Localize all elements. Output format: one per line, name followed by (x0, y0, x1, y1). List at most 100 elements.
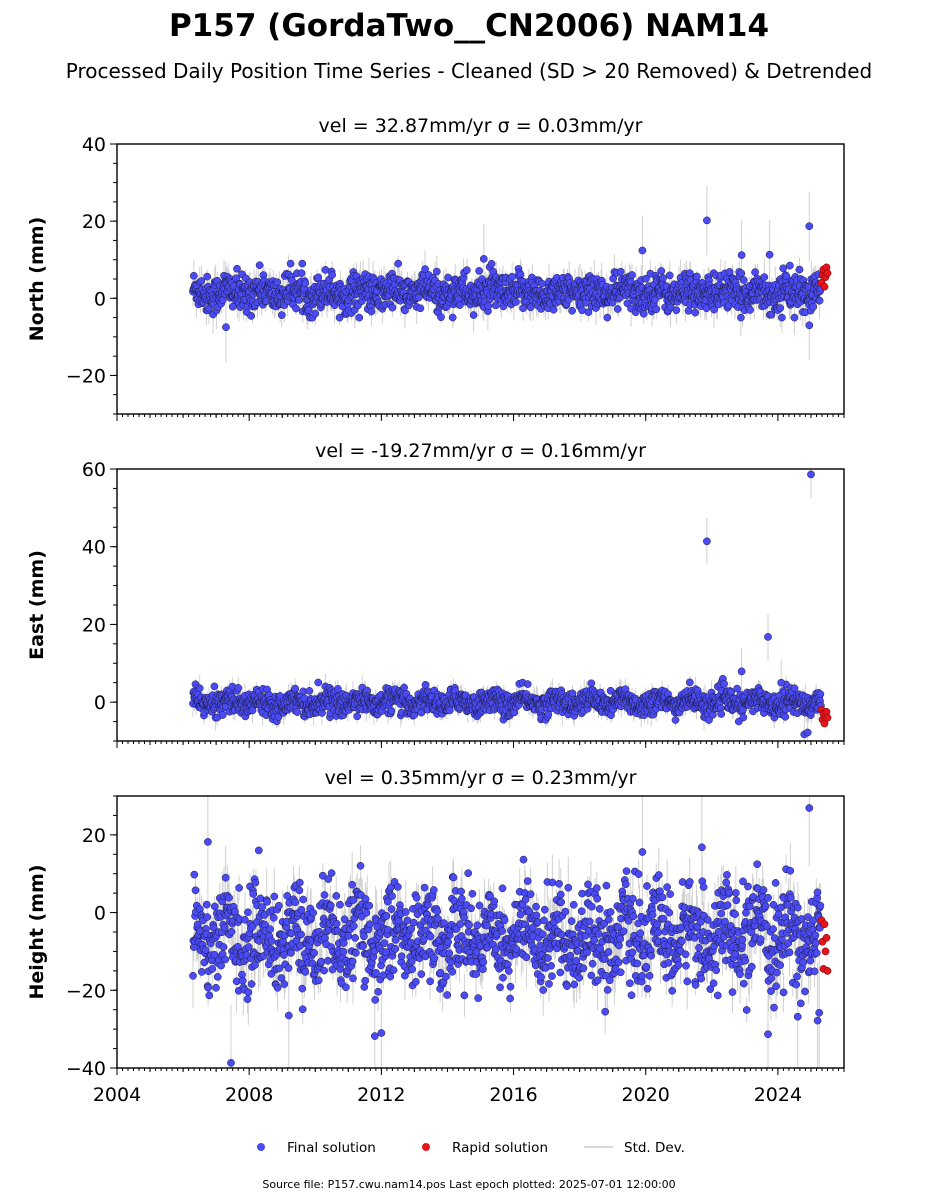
final-point (671, 716, 680, 724)
final-point (739, 713, 748, 722)
final-point-outlier (479, 255, 488, 263)
final-point (277, 311, 286, 319)
final-point (401, 306, 409, 315)
final-point-outlier (638, 246, 647, 255)
final-point (659, 274, 667, 282)
final-point (247, 312, 256, 320)
final-point (484, 302, 493, 310)
panel-1: −20 0 20 40 vel = 32.87mm/yr σ = 0.03mm/yr No… (26, 115, 845, 421)
final-point (469, 311, 478, 319)
final-point (210, 682, 219, 691)
final-point (314, 273, 323, 282)
final-point (751, 268, 759, 277)
final-point (710, 305, 718, 314)
final-point (705, 716, 713, 724)
final-point (293, 708, 302, 716)
final-point (651, 295, 659, 304)
final-point (292, 304, 300, 313)
final-point (301, 279, 310, 288)
final-point (416, 304, 425, 313)
rapid-point (823, 269, 832, 278)
final-point (657, 267, 666, 275)
final-point (512, 298, 520, 306)
panel-plot-area (189, 469, 832, 741)
final-point-outlier (805, 321, 814, 330)
y-ticks (110, 468, 117, 742)
final-point-outlier (737, 251, 746, 259)
final-point (639, 309, 648, 318)
final-point (233, 264, 241, 273)
final-point (779, 264, 788, 273)
final-point (335, 313, 344, 322)
final-point-outlier (222, 323, 230, 332)
final-point (311, 309, 320, 318)
final-point (353, 712, 362, 721)
final-point (286, 259, 295, 268)
final-point (432, 267, 441, 276)
panel-title: vel = -19.27mm/yr σ = 0.16mm/yr (315, 440, 646, 462)
final-point (388, 303, 397, 312)
y-tick-label: 0 (94, 288, 106, 310)
final-point (568, 306, 576, 315)
final-point (781, 712, 790, 721)
x-ticks (116, 741, 845, 748)
final-point (693, 272, 701, 281)
final-point (725, 268, 734, 276)
final-point (523, 680, 532, 688)
y-tick-label: 0 (94, 692, 106, 714)
final-point-outlier (807, 470, 815, 479)
final-point (234, 684, 243, 692)
final-point (519, 304, 527, 313)
y-tick-label: 20 (82, 211, 106, 233)
final-point (295, 296, 303, 304)
final-point (305, 687, 314, 695)
final-point (815, 296, 824, 305)
panel-2: 0 20 40 60 vel = -19.27mm/yr σ = 0.16mm/yr Ea… (26, 440, 845, 748)
panels: −20 0 20 40 vel = 32.87mm/yr σ = 0.03mm/yr No… (26, 115, 845, 1106)
y-tick-label: 40 (82, 134, 106, 156)
final-point (355, 313, 364, 322)
final-point (760, 273, 769, 281)
y-tick-label: −20 (66, 365, 106, 387)
final-point (628, 271, 636, 279)
final-point (809, 302, 818, 311)
panel-title: vel = 32.87mm/yr σ = 0.03mm/yr (319, 115, 643, 137)
rapid-solution-points (817, 706, 832, 728)
final-point (367, 307, 376, 316)
final-point (685, 678, 694, 687)
final-point-outlier (703, 216, 711, 225)
final-point (475, 267, 483, 275)
final-point (491, 301, 500, 310)
y-tick-label: 20 (82, 614, 106, 636)
final-point (291, 684, 300, 693)
panel-plot-area (189, 185, 832, 362)
final-point (248, 706, 257, 715)
final-point (778, 313, 786, 322)
final-point (304, 306, 313, 315)
final-point (603, 313, 612, 322)
final-point-outlier (803, 728, 812, 737)
final-point (737, 313, 745, 322)
final-point (228, 302, 237, 311)
final-point (421, 680, 430, 689)
final-point (739, 276, 748, 284)
panel-plot-area (189, 796, 832, 1068)
final-point (273, 278, 282, 287)
final-point (733, 684, 741, 693)
final-point (463, 266, 471, 275)
final-point (255, 261, 264, 270)
final-point (584, 308, 593, 316)
final-solution-points (189, 216, 825, 332)
final-point (672, 306, 681, 315)
final-point (487, 259, 496, 268)
final-point (568, 689, 577, 698)
final-point-outlier (777, 678, 786, 687)
rapid-point (823, 713, 832, 722)
y-ticks (110, 143, 117, 415)
final-point (387, 707, 396, 715)
figure-subtitle: Processed Daily Position Time Series - C… (66, 59, 872, 83)
final-point (189, 271, 198, 280)
final-point (652, 305, 661, 314)
final-point (538, 279, 546, 288)
